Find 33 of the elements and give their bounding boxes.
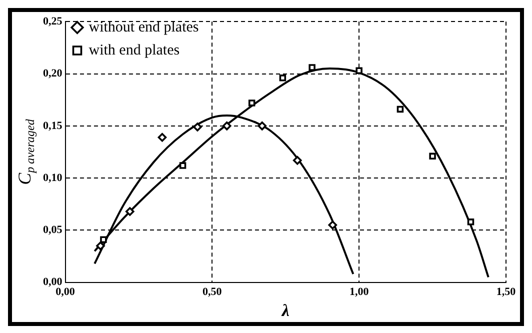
point: [279, 74, 286, 82]
x-axis-title: λ: [280, 301, 290, 320]
line-series: [94, 114, 354, 276]
y-axis-title: Cp averaged: [14, 118, 38, 185]
legend-label: without end plates: [88, 19, 199, 36]
point: [125, 207, 134, 216]
y-tick-label: 0,00: [43, 276, 63, 288]
x-tick-label: 0,00: [56, 286, 76, 298]
y-tick-label: 0,25: [43, 15, 63, 28]
y-tick-label: 0,05: [43, 224, 63, 236]
x-tick-label: 0,50: [202, 286, 222, 298]
point: [222, 122, 232, 130]
point: [158, 132, 167, 142]
line-series: [94, 68, 490, 278]
point: [467, 218, 474, 226]
y-tick-label: 0,10: [43, 172, 63, 184]
point: [193, 122, 202, 132]
point: [308, 64, 316, 71]
point: [292, 156, 302, 165]
y-tick-label: 0,20: [43, 68, 63, 80]
x-tick-label: 1,00: [349, 286, 370, 298]
point: [248, 100, 256, 106]
point: [356, 67, 362, 74]
point: [258, 122, 267, 130]
y-tick-label: 0,15: [43, 120, 63, 132]
point: [396, 106, 404, 113]
point: [100, 236, 107, 244]
point: [179, 162, 186, 169]
point: [429, 152, 436, 160]
legend-label: with end plates: [88, 42, 180, 58]
point: [328, 220, 338, 230]
point: [96, 241, 105, 250]
x-tick-label: 1,50: [496, 286, 516, 298]
